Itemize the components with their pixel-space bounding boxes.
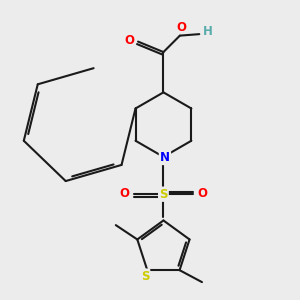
Text: S: S xyxy=(141,270,149,283)
Text: N: N xyxy=(160,151,170,164)
Text: S: S xyxy=(159,188,168,201)
Text: O: O xyxy=(125,34,135,46)
Text: O: O xyxy=(119,187,129,200)
Text: O: O xyxy=(198,187,208,200)
Text: O: O xyxy=(176,21,186,34)
Text: H: H xyxy=(203,25,213,38)
